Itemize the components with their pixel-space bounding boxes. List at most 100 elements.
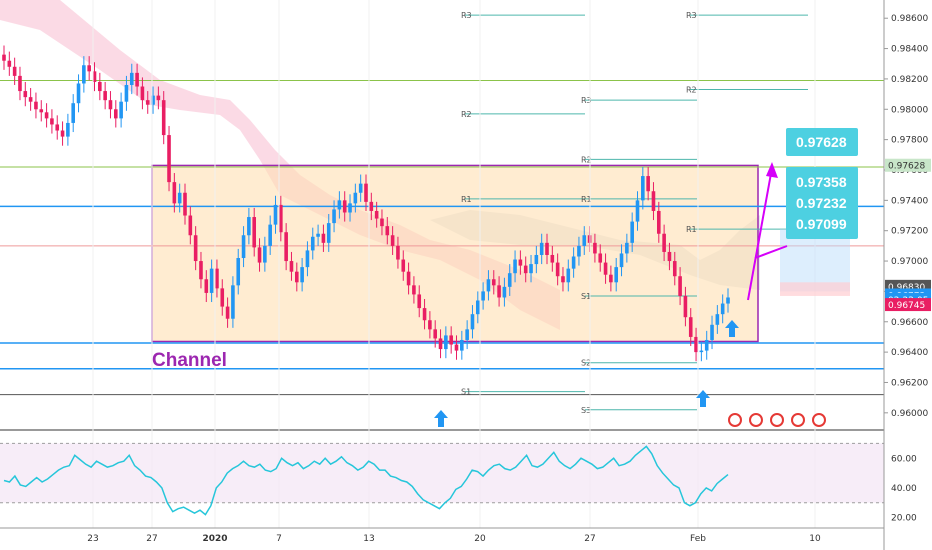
pivot-label: R1 (461, 195, 472, 204)
candle-body (577, 245, 581, 257)
price-tick-label: 0.96200 (891, 378, 928, 388)
price-tick-label: 0.97000 (891, 257, 928, 267)
pivot-label: R3 (461, 11, 472, 20)
candle-body (231, 285, 235, 319)
price-tick-label: 0.98600 (891, 14, 928, 24)
price-tick-label: 0.96400 (891, 348, 928, 358)
candle-body (672, 261, 677, 277)
candle-body (348, 203, 352, 213)
candle-body (678, 276, 682, 296)
candle-body (545, 242, 549, 255)
candle-body (481, 291, 485, 301)
candle-body (39, 109, 44, 113)
projection-arrow-line (747, 167, 773, 301)
candle-body (417, 294, 422, 309)
price-tick-label: 0.98000 (891, 105, 928, 115)
time-axis[interactable]: 23 27 2020 7 13 20 27 Feb 10 (0, 527, 884, 544)
projection-zone (780, 229, 850, 292)
candle-body (129, 72, 134, 85)
candle-body (268, 224, 272, 246)
rsi-tick-label: 20.00 (891, 514, 917, 524)
price-tick-label: 0.98400 (891, 45, 928, 55)
candle-body (513, 259, 517, 274)
time-tick-label: Feb (690, 534, 706, 544)
candle-body (342, 200, 347, 213)
candle-body (215, 268, 219, 289)
callout-box-levels (786, 167, 858, 239)
callout-box-target (786, 128, 858, 156)
candle-body (34, 101, 38, 110)
candle-body (523, 265, 528, 274)
candle-body (50, 118, 54, 125)
time-tick-label: 20 (474, 534, 486, 544)
pivot-label: S1 (581, 292, 591, 301)
candle-body (273, 204, 278, 225)
economic-event-icon (791, 413, 805, 427)
price-tag-label: 0.96745 (888, 301, 925, 311)
candle-body (18, 75, 22, 92)
callout-value: 0.97628 (796, 134, 847, 150)
candle-body (161, 100, 166, 136)
candle-body (662, 233, 666, 252)
candle-body (555, 262, 560, 277)
candle-body (28, 97, 33, 102)
candle-body (300, 267, 304, 283)
candle-body (433, 329, 438, 339)
candle-body (369, 201, 374, 211)
candle-body (241, 235, 246, 259)
callout-value: 0.97358 (796, 174, 847, 190)
candle-body (507, 273, 512, 287)
candle-body (316, 233, 320, 237)
candle-body (2, 54, 6, 61)
candle-body (177, 192, 182, 204)
candle-body (167, 135, 171, 183)
candle-body (124, 84, 129, 102)
candle-body (364, 183, 368, 202)
candle-body (630, 221, 634, 243)
candle-body (332, 209, 336, 224)
candle-body (23, 91, 28, 98)
projection-arrow-head (766, 162, 778, 178)
candle-body (172, 182, 177, 204)
rsi-line (3, 445, 729, 516)
candle-body (582, 235, 587, 246)
candle-body (183, 192, 187, 216)
candle-body (289, 261, 294, 272)
candle-body (534, 254, 539, 265)
candle-body (396, 245, 400, 260)
candle-body (390, 235, 395, 246)
candle-body (593, 242, 597, 254)
callout-value: 0.97099 (796, 216, 847, 232)
candle-body (310, 236, 315, 251)
candle-body (108, 100, 113, 110)
candle-body (284, 232, 288, 262)
candle-body (380, 218, 384, 227)
candle-body (412, 285, 416, 295)
price-tag (885, 298, 931, 312)
candle-body (220, 288, 225, 307)
candle-body (76, 83, 81, 104)
candle-body (444, 335, 448, 350)
candle-body (550, 254, 555, 263)
candle-body (135, 72, 139, 87)
candle-body (710, 324, 714, 340)
candle-body (539, 242, 544, 255)
candle-body (571, 256, 576, 269)
economic-event-icon (812, 413, 826, 427)
time-tick-label: 10 (809, 534, 821, 544)
candle-body (71, 103, 76, 123)
candle-body (374, 210, 379, 219)
pivot-label: S1 (461, 388, 471, 397)
candle-body (720, 303, 725, 315)
candle-body (561, 276, 565, 283)
candle-body (225, 306, 230, 319)
candle-body (305, 250, 310, 268)
candle-body (401, 259, 406, 272)
price-axis[interactable]: 0.960000.962000.964000.966000.968000.970… (883, 0, 931, 550)
pivot-label: R2 (581, 155, 592, 164)
candle-body (449, 335, 453, 345)
candle-body (66, 122, 70, 137)
up-arrow-icon (696, 390, 710, 407)
candle-body (337, 200, 342, 210)
candle-body (156, 95, 161, 101)
